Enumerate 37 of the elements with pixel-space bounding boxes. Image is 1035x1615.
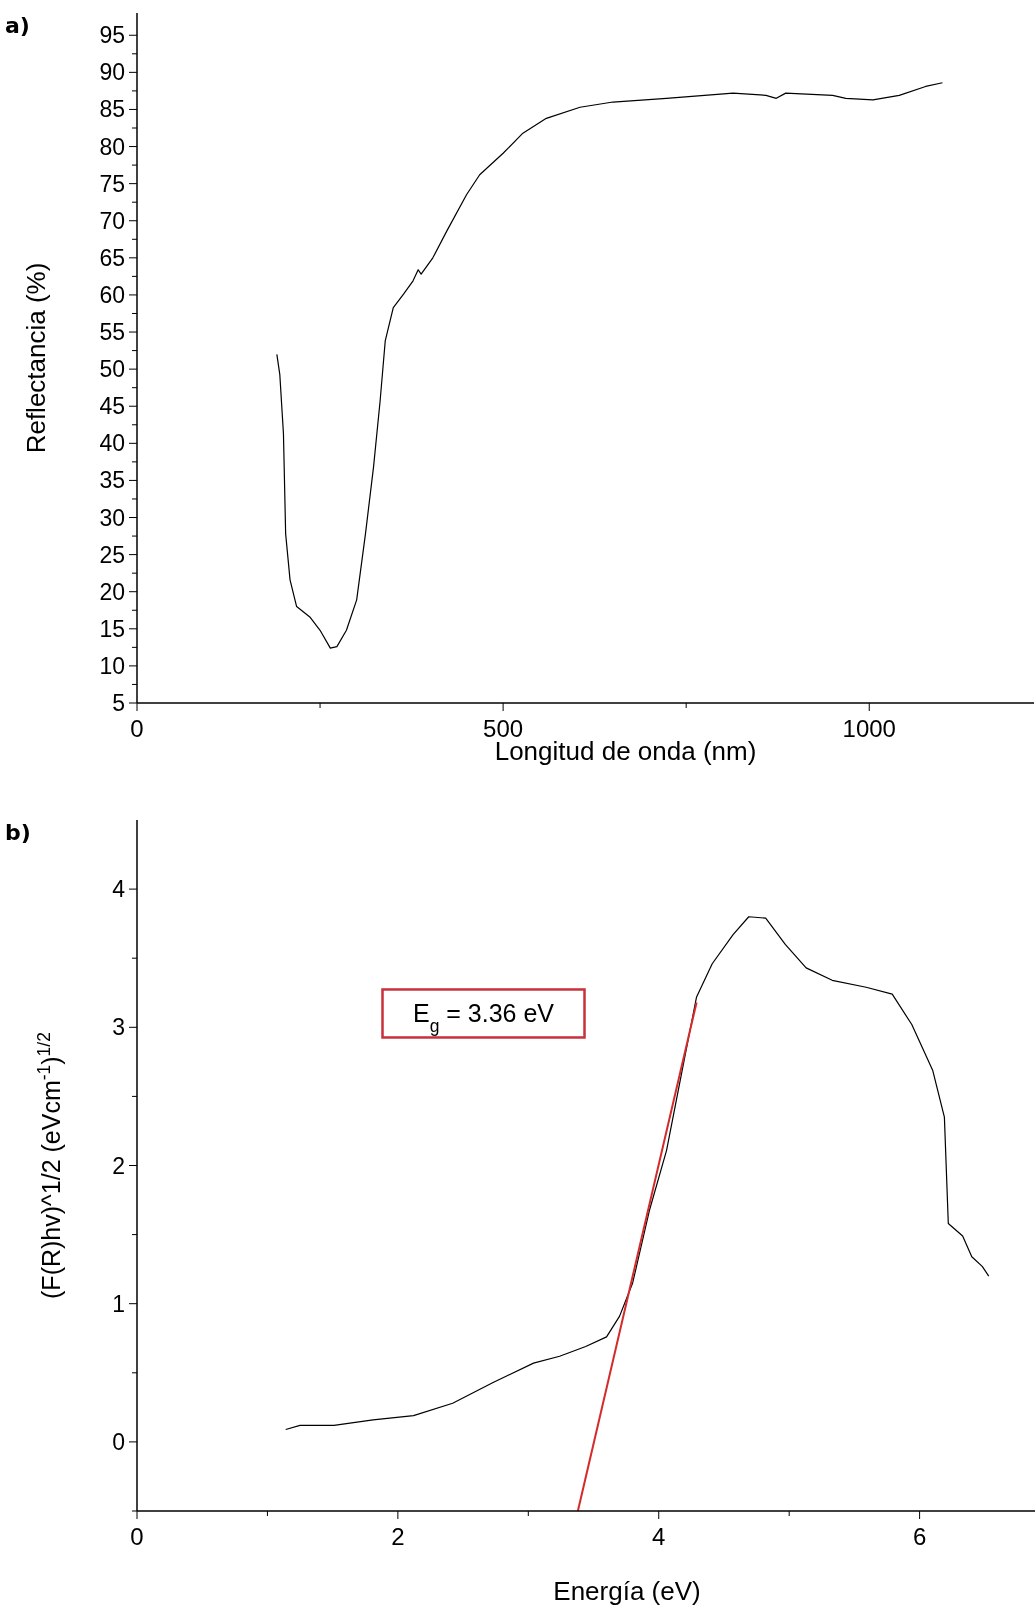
y-tick-label: 60 [99, 281, 125, 308]
y-tick-label: 75 [99, 170, 125, 197]
y-tick-label: 65 [99, 244, 125, 271]
y-tick-label: 45 [99, 393, 125, 420]
y-tick-label: 0 [112, 1428, 125, 1455]
line-series [285, 916, 990, 1431]
x-tick-label: 4 [652, 1523, 666, 1550]
line-series [276, 82, 944, 649]
y-tick-label: 4 [112, 876, 126, 903]
y-tick-label: 85 [99, 96, 125, 123]
x-tick-label: 1000 [842, 715, 896, 742]
chart-title: b) [5, 820, 31, 845]
annotation: E$_{g}$ = 3.36 eV [412, 999, 555, 1037]
y-tick-label: 1 [112, 1290, 125, 1317]
y-tick-label: 80 [99, 133, 125, 160]
y-tick-label: 30 [99, 504, 125, 531]
y-tick-label: 10 [99, 652, 125, 679]
y-tick-label: 40 [99, 430, 125, 457]
y-tick-label: 5 [112, 690, 125, 716]
x-tick-label: 0 [130, 715, 144, 742]
chart-title: a) [5, 13, 30, 38]
x-tick-label: 2 [391, 1523, 405, 1550]
y-tick-label: 2 [112, 1152, 125, 1179]
y-tick-label: 25 [99, 541, 125, 568]
y-tick-label: 95 [99, 22, 125, 49]
y-tick-label: 50 [99, 356, 125, 383]
y-tick-label: 55 [99, 319, 125, 346]
y-tick-label: 3 [112, 1014, 125, 1041]
y-tick-label: 20 [99, 578, 125, 605]
x-tick-label: 0 [130, 1523, 144, 1550]
y-tick-label: 15 [99, 615, 125, 642]
y-axis-title: Reflectancia (%) [21, 262, 51, 454]
x-tick-label: 6 [912, 1523, 927, 1550]
y-tick-label: 35 [99, 467, 125, 494]
x-axis-title: Energía (eV) [553, 1576, 701, 1606]
y-tick-label: 90 [99, 59, 125, 86]
y-tick-label: 70 [99, 207, 125, 234]
